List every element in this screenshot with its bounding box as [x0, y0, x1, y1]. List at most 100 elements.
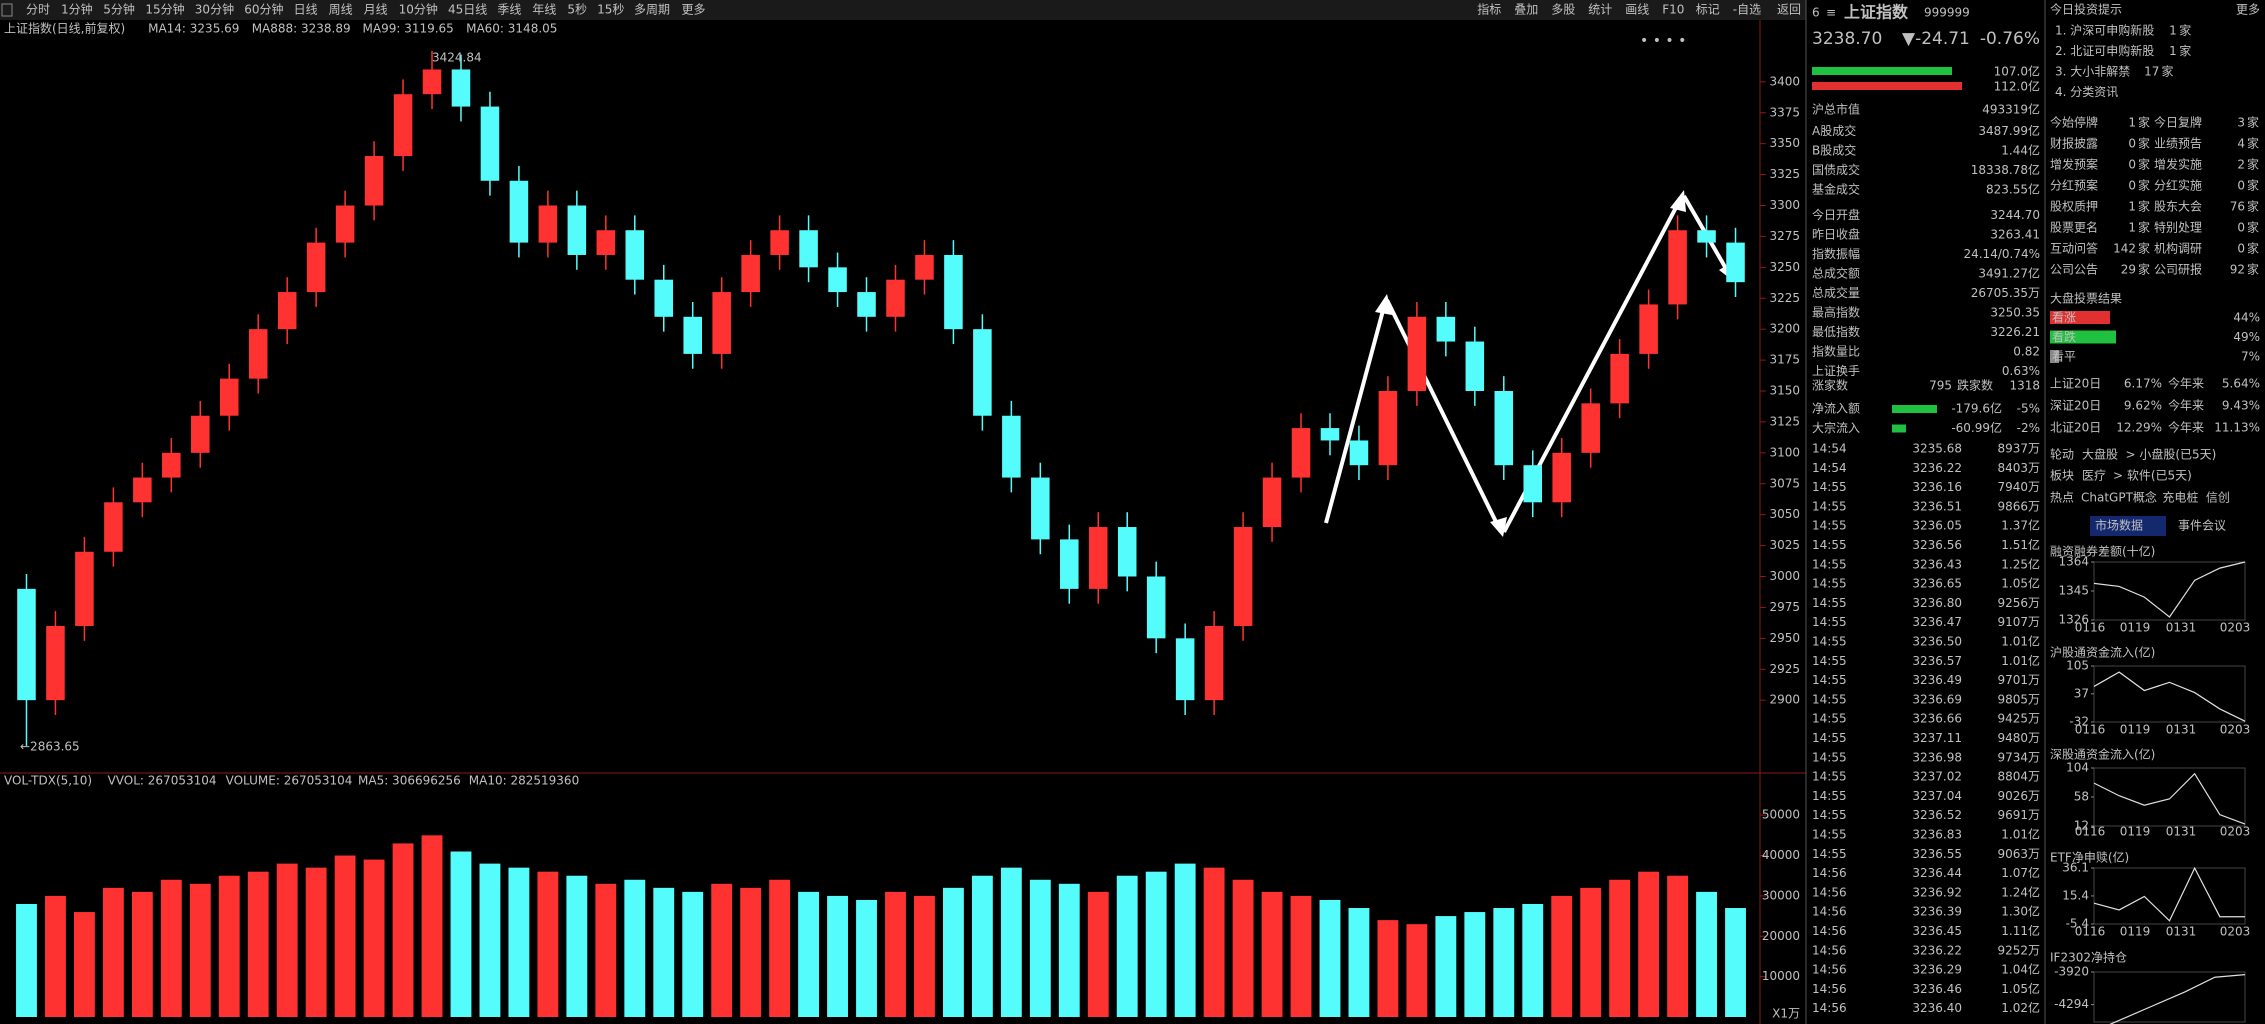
return-value: 9.43%	[2222, 399, 2260, 413]
period-tab[interactable]: 5秒	[567, 3, 587, 17]
stat-unit: 家	[2138, 220, 2150, 235]
tool-button[interactable]: 多股	[1551, 3, 1575, 17]
stat-count: 1	[2128, 116, 2136, 130]
candle-body	[17, 588, 36, 701]
tick-volume: 9866万	[1997, 499, 2040, 513]
candle-body	[480, 106, 500, 181]
tip-item[interactable]: 2. 北证可申购新股	[2055, 43, 2154, 58]
tick-time: 14:55	[1812, 712, 1847, 726]
candle-body	[1407, 316, 1427, 391]
volume-bar	[1232, 879, 1254, 1017]
stat-count: 0	[2128, 137, 2136, 151]
volume-bar	[1493, 908, 1515, 1017]
period-tab[interactable]: 月线	[364, 3, 388, 17]
dots-icon[interactable]: • • • •	[1640, 33, 1686, 49]
tick-price: 3236.45	[1912, 924, 1962, 938]
period-tab[interactable]: 季线	[497, 3, 521, 17]
indicator-label: VOLUME: 267053104	[226, 774, 353, 788]
stat-count: 29	[2121, 263, 2136, 277]
hot-item[interactable]: ChatGPT概念	[2081, 490, 2157, 505]
vote-label[interactable]: 看跌	[2052, 329, 2076, 344]
candle-body	[857, 292, 876, 317]
tip-item[interactable]: 1. 沪深可申购新股	[2055, 23, 2154, 38]
period-tab[interactable]: 5分钟	[103, 2, 135, 17]
tick-volume: 9026万	[1997, 789, 2040, 803]
mini-x-label: 0131	[2166, 723, 2197, 737]
tick-volume: 8937万	[1997, 442, 2040, 456]
tool-button[interactable]: 画线	[1625, 3, 1649, 17]
period-tab[interactable]: 年线	[532, 3, 556, 17]
candle-body	[191, 415, 210, 453]
candle-body	[654, 279, 674, 317]
tick-time: 14:55	[1812, 789, 1847, 803]
tool-button[interactable]: 指标	[1477, 2, 1501, 17]
vote-label[interactable]: 看平	[2052, 350, 2076, 364]
stat-value: 0.82	[2013, 345, 2040, 359]
volume-bar	[450, 851, 472, 1017]
tick-price: 3235.68	[1912, 442, 1962, 456]
period-tab[interactable]: 15分钟	[145, 2, 184, 17]
stat-label: 业绩预告	[2154, 137, 2202, 151]
candle-body	[1581, 403, 1600, 453]
tick-time: 14:55	[1812, 770, 1847, 784]
period-tab[interactable]: 日线	[294, 3, 318, 17]
stat-value: 24.14/0.74%	[1963, 247, 2040, 261]
tick-volume: 8804万	[1997, 770, 2040, 784]
tab[interactable]: 市场数据	[2095, 518, 2143, 533]
stat-count: 4	[2237, 137, 2245, 151]
tool-button[interactable]: 叠加	[1514, 3, 1538, 17]
tab[interactable]: 事件会议	[2178, 519, 2226, 533]
candle-body	[1523, 465, 1543, 503]
period-tab[interactable]: 更多	[682, 3, 706, 17]
more-link[interactable]: 更多	[2236, 3, 2260, 17]
stat-value: 18338.78亿	[1971, 162, 2040, 177]
tool-button[interactable]: -自选	[1733, 3, 1761, 17]
period-tab[interactable]: 分时	[26, 3, 50, 17]
stat-label: 最高指数	[1812, 305, 1860, 320]
candle-body	[1465, 341, 1485, 391]
return-label: 深证20日	[2050, 399, 2101, 413]
volume-bar	[1638, 871, 1660, 1017]
y-tick-label: 3225	[1769, 291, 1800, 305]
stat-unit: 家	[2247, 157, 2259, 172]
tool-button[interactable]: 返回	[1777, 3, 1801, 17]
tick-time: 14:56	[1812, 885, 1847, 899]
period-tab[interactable]: 15秒	[597, 3, 624, 17]
tool-button[interactable]: 统计	[1588, 3, 1612, 17]
candle-body	[973, 329, 992, 416]
period-tab[interactable]: 多周期	[634, 3, 670, 17]
period-tab[interactable]: 10分钟	[399, 2, 438, 17]
period-tab[interactable]: 45日线	[448, 3, 487, 17]
period-tab[interactable]: 30分钟	[195, 2, 234, 17]
stat-unit: 家	[2247, 199, 2259, 214]
tool-button[interactable]: F10	[1662, 3, 1684, 17]
mini-line	[2093, 561, 2246, 618]
tool-button[interactable]: 标记	[1696, 3, 1720, 17]
tip-item[interactable]: 3. 大小非解禁	[2055, 65, 2130, 79]
vote-label[interactable]: 看涨	[2052, 310, 2076, 325]
period-tab[interactable]: 周线	[329, 3, 353, 17]
chart-title: VOL-TDX(5,10)	[4, 774, 92, 788]
period-tab[interactable]: 60分钟	[244, 2, 283, 17]
stat-label: 指数量比	[1812, 344, 1860, 359]
tick-price: 3236.65	[1912, 577, 1962, 591]
change-pct: -0.76%	[1980, 29, 2040, 49]
candle-body	[1146, 576, 1166, 639]
volume-bar	[1029, 879, 1051, 1017]
y-tick-label: 10000	[1762, 969, 1800, 983]
tick-volume: 1.24亿	[2001, 884, 2040, 899]
period-tab[interactable]: 1分钟	[61, 2, 93, 17]
candle-body	[422, 69, 442, 95]
volume-bar	[334, 855, 356, 1017]
menu-icon[interactable]: ≡	[1826, 6, 1836, 20]
hot-item[interactable]: 充电桩	[2162, 490, 2198, 505]
hot-item[interactable]: 信创	[2206, 491, 2230, 505]
mini-line	[2093, 772, 2246, 825]
tip-item[interactable]: 4. 分类资讯	[2055, 85, 2118, 99]
candle-body	[1726, 242, 1745, 283]
tick-time: 14:55	[1812, 538, 1847, 552]
stat-unit: 家	[2138, 157, 2150, 172]
volume-bar	[1348, 908, 1370, 1017]
candle-body	[1320, 428, 1340, 441]
menu-icon[interactable]	[1, 3, 13, 17]
